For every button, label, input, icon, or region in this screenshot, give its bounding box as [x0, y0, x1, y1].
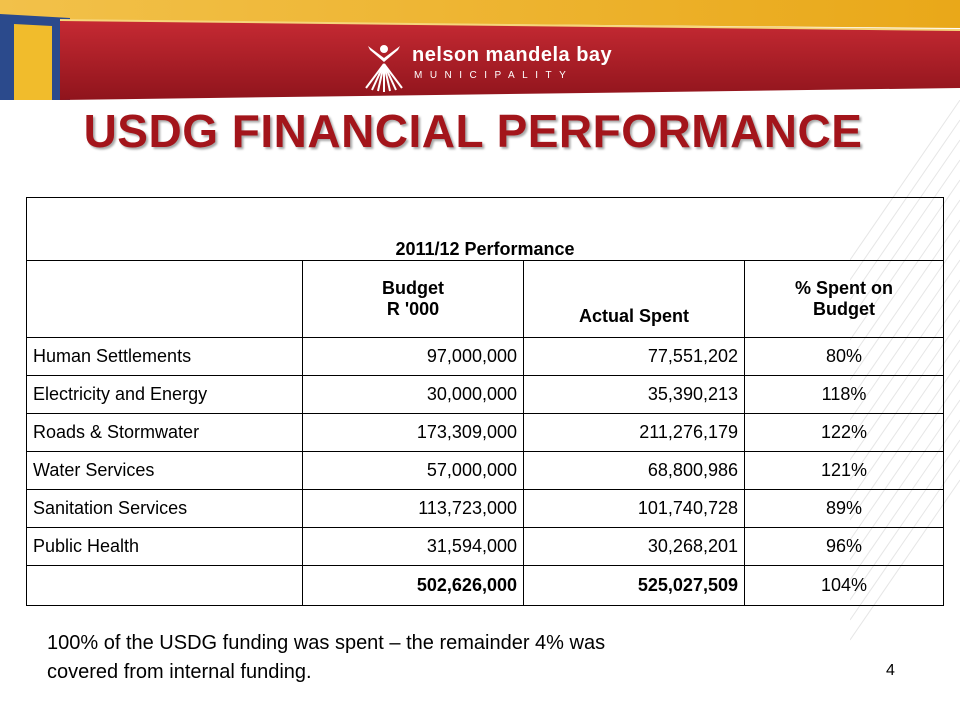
row-name: Roads & Stormwater [26, 413, 303, 452]
row-actual: 30,268,201 [523, 527, 745, 566]
row-name: Sanitation Services [26, 489, 303, 528]
table-header-row: Budget R '000 Actual Spent % Spent on Bu… [26, 260, 944, 338]
row-name: Electricity and Energy [26, 375, 303, 414]
header-budget-line1: Budget [382, 278, 444, 298]
row-actual: 101,740,728 [523, 489, 745, 528]
row-budget: 31,594,000 [302, 527, 524, 566]
row-pct: 80% [744, 337, 944, 376]
row-pct: 89% [744, 489, 944, 528]
row-budget: 173,309,000 [302, 413, 524, 452]
performance-table: 2011/12 Performance Budget R '000 Actual… [26, 197, 944, 606]
row-budget: 113,723,000 [302, 489, 524, 528]
row-name: Public Health [26, 527, 303, 566]
row-name: Human Settlements [26, 337, 303, 376]
table-row: Roads & Stormwater 173,309,000 211,276,1… [26, 413, 944, 452]
table-total-row: 502,626,000 525,027,509 104% [26, 565, 944, 606]
table-caption-row: 2011/12 Performance [26, 197, 944, 261]
figure-logo-icon [365, 45, 403, 92]
row-budget: 97,000,000 [302, 337, 524, 376]
table-row: Public Health 31,594,000 30,268,201 96% [26, 527, 944, 566]
table-row: Electricity and Energy 30,000,000 35,390… [26, 375, 944, 414]
footnote-line2: covered from internal funding. [47, 661, 312, 683]
header-pct-line2: Budget [813, 299, 875, 319]
header-pct: % Spent on Budget [744, 260, 944, 338]
row-actual: 211,276,179 [523, 413, 745, 452]
header-item [26, 260, 303, 338]
row-actual: 77,551,202 [523, 337, 745, 376]
row-pct: 122% [744, 413, 944, 452]
page-number: 4 [886, 662, 895, 679]
header-actual: Actual Spent [523, 260, 745, 338]
table-row: Sanitation Services 113,723,000 101,740,… [26, 489, 944, 528]
row-actual: 68,800,986 [523, 451, 745, 490]
row-budget: 30,000,000 [302, 375, 524, 414]
row-pct: 96% [744, 527, 944, 566]
footnote: 100% of the USDG funding was spent – the… [47, 629, 747, 687]
row-name: Water Services [26, 451, 303, 490]
footnote-line1: 100% of the USDG funding was spent – the… [47, 632, 606, 654]
row-pct: 118% [744, 375, 944, 414]
header-actual-label: Actual Spent [578, 306, 689, 326]
total-budget: 502,626,000 [302, 565, 524, 606]
header-banner [0, 0, 960, 100]
header-budget-line2: R '000 [386, 299, 440, 319]
total-actual: 525,027,509 [523, 565, 745, 606]
row-budget: 57,000,000 [302, 451, 524, 490]
table-row: Water Services 57,000,000 68,800,986 121… [26, 451, 944, 490]
table-row: Human Settlements 97,000,000 77,551,202 … [26, 337, 944, 376]
header-pct-line1: % Spent on [795, 278, 893, 298]
table-caption: 2011/12 Performance [26, 197, 944, 261]
municipality-logo: nelson mandela bay MUNICIPALITY [362, 40, 612, 96]
logo-subtitle: MUNICIPALITY [414, 70, 574, 81]
row-actual: 35,390,213 [523, 375, 745, 414]
page-title: USDG FINANCIAL PERFORMANCE [83, 105, 863, 157]
header-budget: Budget R '000 [302, 260, 524, 338]
total-pct: 104% [744, 565, 944, 606]
row-pct: 121% [744, 451, 944, 490]
logo-name: nelson mandela bay [412, 44, 613, 66]
total-name [26, 565, 303, 606]
